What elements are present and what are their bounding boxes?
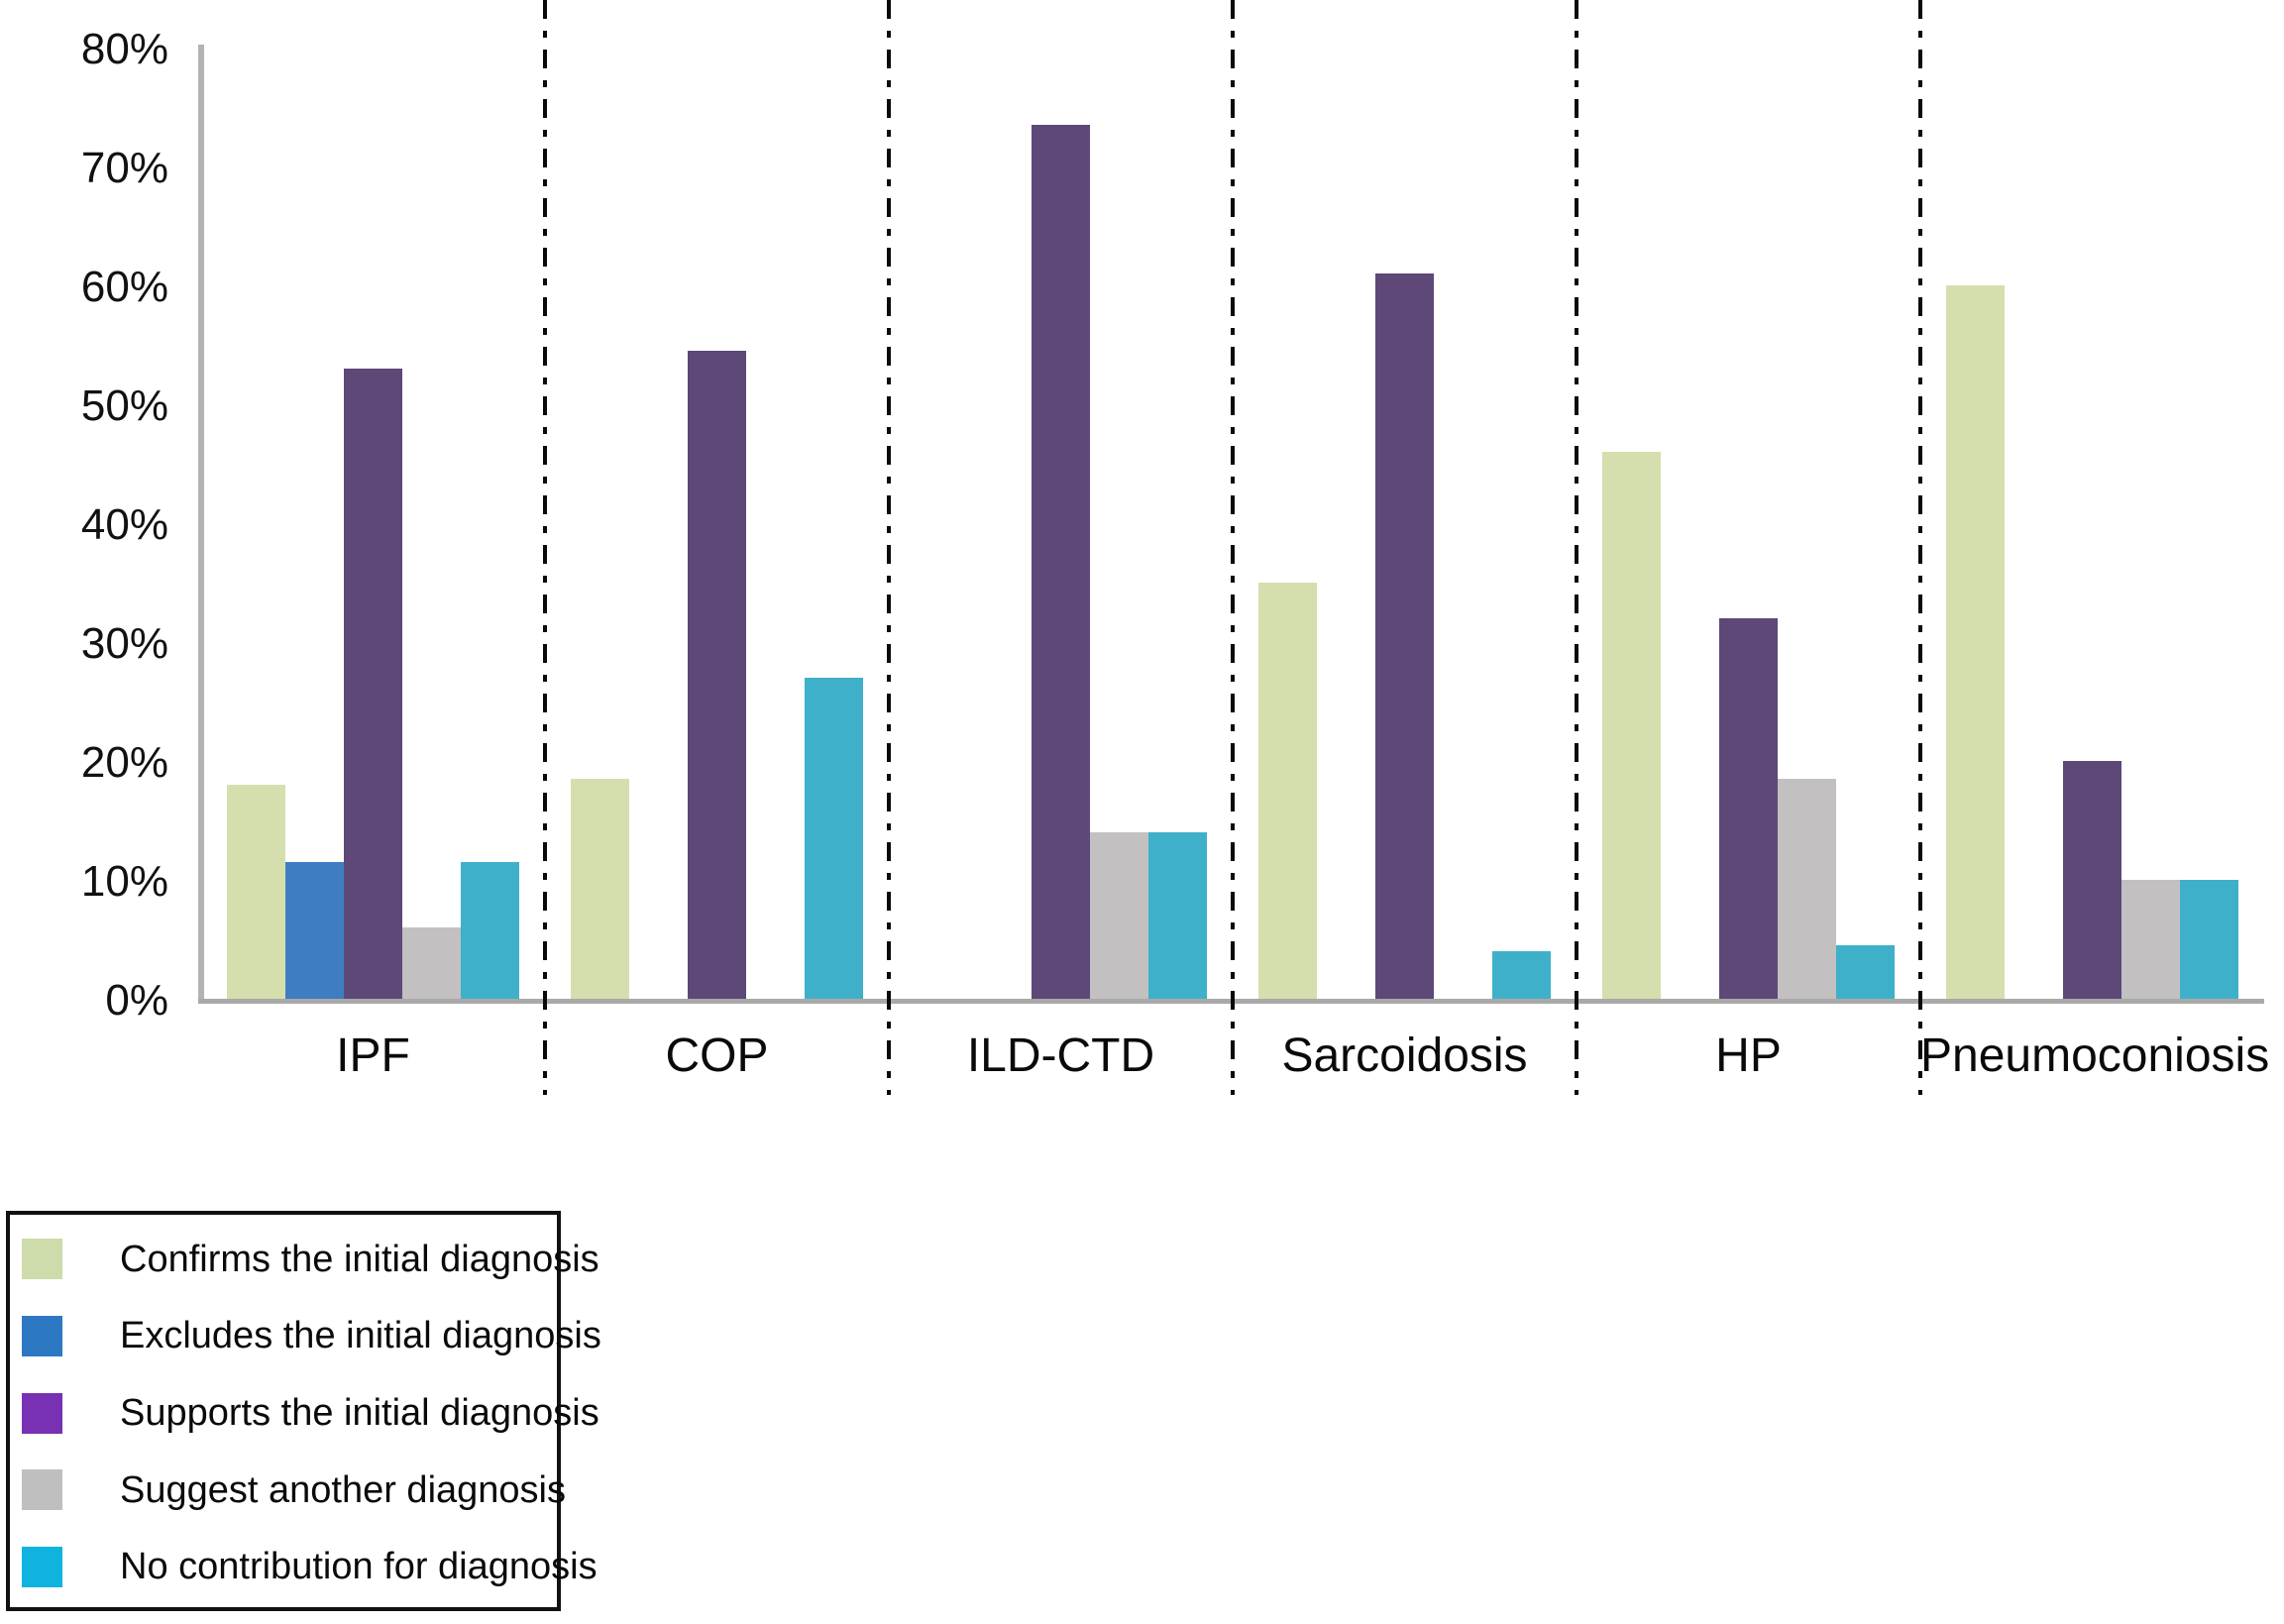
separator-line-3 — [1231, 0, 1235, 1095]
bar-group-ild-ctd — [889, 48, 1233, 999]
bar-pneumoconiosis-suggest — [2121, 880, 2180, 999]
bar-slot-cop-confirms — [571, 48, 629, 999]
y-tick-label-0: 0% — [105, 976, 168, 1025]
bar-slot-ild-ctd-confirms — [915, 48, 973, 999]
bar-slot-hp-supports — [1719, 48, 1778, 999]
bar-cop-confirms — [571, 779, 629, 999]
legend-label-supports: Supports the initial diagnosis — [120, 1392, 599, 1434]
bar-slot-sarcoidosis-excludes — [1317, 48, 1375, 999]
category-label-ild-ctd: ILD-CTD — [966, 1029, 1155, 1082]
bar-sarcoidosis-supports — [1375, 273, 1434, 999]
separator-line-5 — [1918, 0, 1922, 1095]
bar-ipf-excludes — [285, 862, 344, 999]
bar-sarcoidosis-no-contribution — [1492, 951, 1551, 999]
y-axis-line — [198, 45, 204, 999]
category-label-hp: HP — [1715, 1029, 1782, 1082]
bar-pneumoconiosis-no-contribution — [2180, 880, 2238, 999]
bar-group-pneumoconiosis — [1920, 48, 2264, 999]
category-label-sarcoidosis: Sarcoidosis — [1281, 1029, 1528, 1082]
bar-slot-cop-supports — [688, 48, 746, 999]
bar-slot-ipf-no-contribution — [461, 48, 519, 999]
bar-ipf-no-contribution — [461, 862, 519, 999]
category-label-ipf: IPF — [336, 1029, 410, 1082]
y-tick-label-80: 80% — [80, 25, 168, 73]
legend-swatch-no-contribution — [22, 1546, 62, 1587]
legend-label-excludes: Excludes the initial diagnosis — [120, 1315, 601, 1357]
bar-slot-ild-ctd-excludes — [973, 48, 1032, 999]
y-tick-label-30: 30% — [80, 619, 168, 668]
bar-cop-supports — [688, 351, 746, 999]
bar-hp-supports — [1719, 618, 1778, 999]
legend-row-confirms: Confirms the initial diagnosis — [22, 1221, 599, 1298]
bar-group-cop — [545, 48, 889, 999]
legend-row-suggest: Suggest another diagnosis — [22, 1452, 566, 1529]
legend-row-supports: Supports the initial diagnosis — [22, 1374, 599, 1452]
bar-slot-ild-ctd-no-contribution — [1148, 48, 1207, 999]
legend-label-no-contribution: No contribution for diagnosis — [120, 1546, 598, 1588]
y-tick-label-70: 70% — [80, 144, 168, 192]
legend-label-suggest: Suggest another diagnosis — [120, 1468, 566, 1511]
bar-slot-ild-ctd-supports — [1032, 48, 1090, 999]
legend: Confirms the initial diagnosis Excludes t… — [6, 1211, 601, 1611]
bar-slot-pneumoconiosis-confirms — [1946, 48, 2005, 999]
bar-slot-ipf-suggest — [402, 48, 461, 999]
bar-slot-hp-confirms — [1602, 48, 1661, 999]
bar-slot-sarcoidosis-confirms — [1258, 48, 1317, 999]
bar-group-ipf — [201, 48, 545, 999]
bar-sarcoidosis-confirms — [1258, 583, 1317, 999]
bar-slot-cop-suggest — [746, 48, 805, 999]
bar-ild-ctd-no-contribution — [1148, 832, 1207, 999]
y-tick-label-10: 10% — [80, 857, 168, 906]
bar-slot-pneumoconiosis-suggest — [2121, 48, 2180, 999]
legend-swatch-confirms — [22, 1239, 62, 1280]
bar-hp-suggest — [1778, 779, 1836, 999]
bar-slot-hp-no-contribution — [1836, 48, 1895, 999]
bar-ipf-supports — [344, 369, 402, 999]
separator-line-4 — [1575, 0, 1578, 1095]
bar-cop-no-contribution — [805, 678, 863, 999]
category-label-pneumoconiosis: Pneumoconiosis — [1920, 1029, 2270, 1082]
bar-slot-ipf-confirms — [227, 48, 285, 999]
bar-slot-pneumoconiosis-no-contribution — [2180, 48, 2238, 999]
separator-line-2 — [887, 0, 891, 1095]
bar-slot-cop-excludes — [629, 48, 688, 999]
bar-ild-ctd-suggest — [1090, 832, 1148, 999]
separator-line-1 — [543, 0, 547, 1095]
y-tick-label-40: 40% — [80, 500, 168, 549]
bar-hp-confirms — [1602, 452, 1661, 999]
bar-ipf-confirms — [227, 785, 285, 999]
bar-slot-sarcoidosis-no-contribution — [1492, 48, 1551, 999]
bar-hp-no-contribution — [1836, 945, 1895, 999]
bar-slot-pneumoconiosis-supports — [2063, 48, 2121, 999]
y-tick-label-20: 20% — [80, 738, 168, 787]
bar-slot-ild-ctd-suggest — [1090, 48, 1148, 999]
y-tick-label-60: 60% — [80, 263, 168, 311]
legend-row-no-contribution: No contribution for diagnosis — [22, 1528, 598, 1605]
bar-slot-pneumoconiosis-excludes — [2005, 48, 2063, 999]
bar-ipf-suggest — [402, 927, 461, 999]
bar-pneumoconiosis-confirms — [1946, 285, 2005, 999]
bar-slot-cop-no-contribution — [805, 48, 863, 999]
y-tick-label-50: 50% — [80, 381, 168, 430]
legend-swatch-supports — [22, 1392, 62, 1434]
bar-pneumoconiosis-supports — [2063, 761, 2121, 999]
bar-slot-hp-suggest — [1778, 48, 1836, 999]
legend-swatch-excludes — [22, 1315, 62, 1356]
category-label-cop: COP — [665, 1029, 769, 1082]
legend-row-excludes: Excludes the initial diagnosis — [22, 1298, 601, 1375]
bar-slot-sarcoidosis-suggest — [1434, 48, 1492, 999]
bar-slot-hp-excludes — [1661, 48, 1719, 999]
bar-group-hp — [1577, 48, 1920, 999]
legend-swatch-suggest — [22, 1469, 62, 1511]
legend-label-confirms: Confirms the initial diagnosis — [120, 1238, 599, 1280]
bar-slot-ipf-supports — [344, 48, 402, 999]
bar-slot-ipf-excludes — [285, 48, 344, 999]
bar-slot-sarcoidosis-supports — [1375, 48, 1434, 999]
bar-ild-ctd-supports — [1032, 125, 1090, 999]
bar-group-sarcoidosis — [1233, 48, 1577, 999]
